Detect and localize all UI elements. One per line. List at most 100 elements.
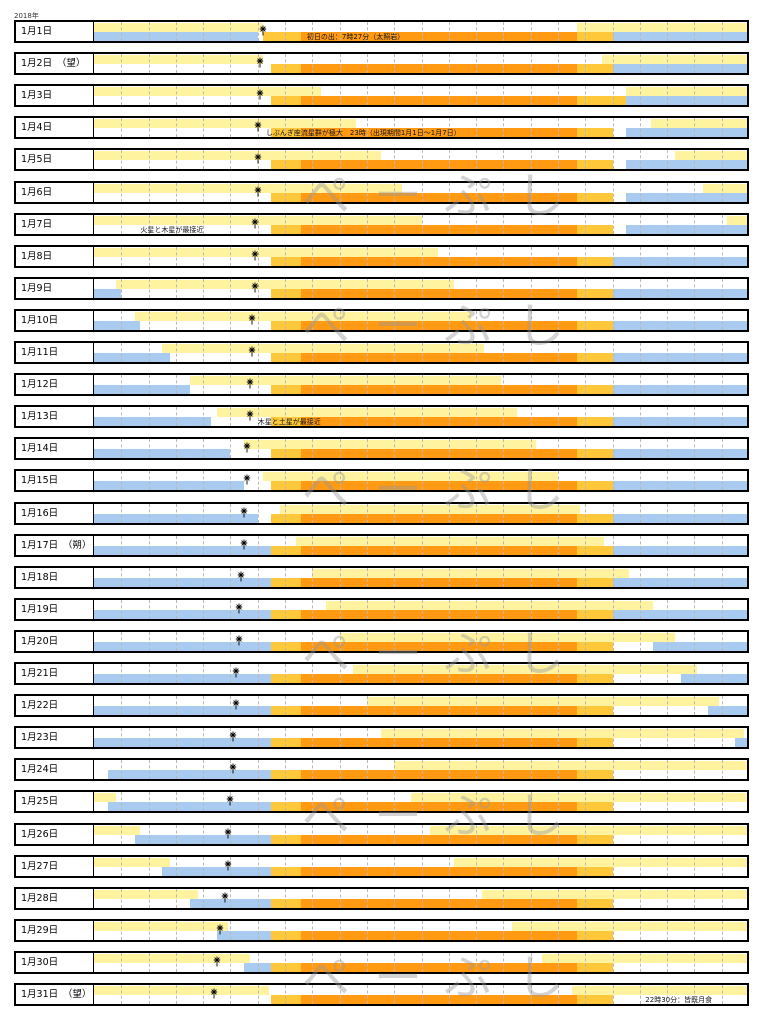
hour-gridline	[585, 246, 587, 266]
daylight-band	[301, 962, 578, 972]
hour-gridline	[312, 567, 314, 587]
hour-gridline	[557, 214, 559, 234]
hour-gridline	[476, 343, 478, 362]
venus-cross-icon	[210, 988, 218, 999]
hour-gridline	[557, 246, 559, 266]
event-note: 22時30分：皆既月食	[645, 996, 713, 1004]
hour-gridline	[448, 567, 450, 587]
hour-gridline	[476, 760, 478, 780]
hour-gridline	[339, 86, 341, 106]
hour-gridline	[121, 696, 123, 716]
timeline: 01234567891011121314151617181920212223	[94, 375, 747, 395]
hour-gridline	[394, 824, 396, 844]
hour-gridline	[148, 856, 150, 876]
hour-gridline	[339, 471, 341, 491]
hour-gridline	[366, 952, 368, 972]
hour-gridline	[230, 664, 232, 683]
hour-gridline	[530, 728, 532, 748]
moon-visible-band	[312, 568, 629, 578]
hour-gridline	[503, 503, 505, 523]
hour-gridline	[230, 150, 232, 170]
hour-gridline	[667, 54, 669, 74]
hour-gridline	[639, 22, 641, 41]
timeline: 0123456789101112131415161718192021222322…	[94, 985, 747, 1004]
hour-gridline	[121, 214, 123, 234]
hour-gridline	[585, 631, 587, 651]
hour-gridline	[503, 214, 505, 234]
hour-gridline	[557, 375, 559, 395]
hour-gridline	[394, 920, 396, 940]
hour-gridline	[230, 631, 232, 651]
hour-gridline	[175, 214, 177, 234]
hour-gridline	[339, 920, 341, 940]
hour-gridline	[175, 599, 177, 619]
hour-gridline	[366, 856, 368, 876]
hour-gridline	[557, 439, 559, 459]
day-row: 1月2日 （望）01234567891011121314151617181920…	[14, 52, 749, 76]
hour-gridline	[557, 856, 559, 876]
hour-gridline	[530, 599, 532, 619]
night-band	[94, 385, 190, 395]
hour-gridline	[394, 856, 396, 876]
twilight-band	[577, 770, 613, 780]
hour-gridline	[394, 471, 396, 491]
hour-gridline	[121, 952, 123, 972]
hour-gridline	[366, 439, 368, 459]
date-label: 1月2日 （望）	[16, 54, 94, 74]
venus-cross-icon	[213, 956, 221, 967]
hour-gridline	[339, 631, 341, 651]
daylight-band	[301, 834, 578, 844]
hour-gridline	[612, 888, 614, 908]
hour-gridline	[612, 86, 614, 106]
date-label: 1月14日	[16, 439, 94, 459]
date-label: 1月26日	[16, 824, 94, 844]
night-band	[216, 930, 272, 940]
hour-gridline	[503, 664, 505, 683]
hour-gridline	[721, 22, 723, 41]
hour-gridline	[694, 920, 696, 940]
day-row: 1月14日01234567891011121314151617181920212…	[14, 437, 749, 461]
date-label: 1月12日	[16, 375, 94, 395]
hour-gridline	[530, 471, 532, 491]
hour-gridline	[257, 952, 259, 972]
daylight-band	[301, 417, 578, 427]
hour-gridline	[285, 343, 287, 362]
hour-gridline	[366, 567, 368, 587]
date-label: 1月23日	[16, 728, 94, 748]
day-row: 1月18日01234567891011121314151617181920212…	[14, 565, 749, 589]
hour-gridline	[476, 824, 478, 844]
moon-visible-band	[263, 472, 558, 482]
hour-gridline	[203, 22, 205, 41]
twilight-band	[271, 64, 302, 74]
hour-gridline	[667, 471, 669, 491]
hour-gridline	[585, 952, 587, 972]
hour-gridline	[203, 664, 205, 683]
venus-cross-icon	[260, 25, 267, 36]
hour-gridline	[394, 503, 396, 523]
hour-gridline	[557, 22, 559, 41]
hour-gridline	[503, 760, 505, 780]
timeline: 01234567891011121314151617181920212223	[94, 664, 747, 683]
hour-gridline	[612, 856, 614, 876]
hour-gridline	[667, 824, 669, 844]
hour-gridline	[503, 407, 505, 427]
day-row: 1月29日01234567891011121314151617181920212…	[14, 918, 749, 942]
night-band	[626, 128, 747, 138]
hour-gridline	[694, 760, 696, 780]
hour-gridline	[476, 503, 478, 523]
hour-gridline	[530, 375, 532, 395]
hour-gridline	[421, 664, 423, 683]
hour-gridline	[694, 599, 696, 619]
moon-visible-band	[366, 697, 719, 707]
hour-gridline	[667, 599, 669, 619]
hour-gridline	[285, 792, 287, 812]
daylight-band	[301, 706, 578, 716]
hour-gridline	[394, 278, 396, 298]
daylight-band	[301, 898, 578, 908]
hour-gridline	[530, 503, 532, 523]
hour-gridline	[366, 471, 368, 491]
hour-gridline	[394, 182, 396, 202]
hour-gridline	[612, 599, 614, 619]
twilight-band	[271, 256, 302, 266]
hour-gridline	[230, 375, 232, 395]
